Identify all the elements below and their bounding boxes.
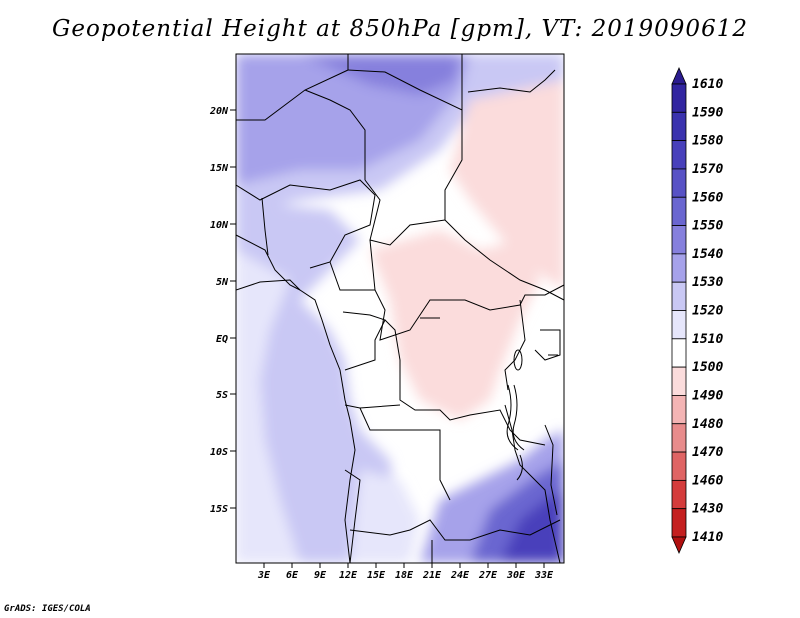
- longitude-axis: [263, 563, 545, 568]
- colorbar-bottom-arrow: [671, 536, 687, 554]
- lon-label: 30E: [506, 570, 526, 581]
- colorbar-label: 1520: [692, 304, 723, 319]
- lon-label: 12E: [339, 570, 358, 581]
- colorbar-segment: [671, 225, 687, 255]
- colorbar-label: 1430: [692, 502, 723, 517]
- colorbar-segment: [671, 479, 687, 510]
- lon-label: 33E: [534, 570, 554, 581]
- colorbar-label: 1570: [692, 162, 723, 177]
- lat-label: 5S: [216, 390, 228, 401]
- colorbar-segment: [671, 310, 687, 340]
- colorbar-label: 1510: [692, 332, 723, 347]
- colorbar-segment: [671, 281, 687, 311]
- colorbar-label: 1460: [692, 473, 723, 488]
- latitude-labels: 20N 15N 10N 5N EQ 5S 10S 15S: [209, 106, 229, 515]
- lon-label: 24E: [450, 570, 470, 581]
- lon-label: 9E: [314, 570, 327, 581]
- lat-label: 20N: [209, 106, 229, 117]
- colorbar-label: 1490: [692, 388, 723, 403]
- map-title: Geopotential Height at 850hPa [gpm], VT:…: [52, 16, 748, 42]
- latitude-axis: [230, 109, 236, 509]
- colorbar-label: 1610: [692, 77, 723, 92]
- colorbar-label: 1410: [692, 530, 723, 545]
- colorbar-label: 1590: [692, 105, 723, 120]
- lat-label: EQ: [216, 334, 228, 345]
- colorbar-label: 1530: [692, 275, 723, 290]
- colorbar: 1610 1590 1580 1570 1560 1550 1540 1530 1520 1510…: [671, 67, 723, 554]
- colorbar-segment: [671, 338, 687, 368]
- colorbar-segment: [671, 196, 687, 226]
- longitude-labels: 3E 6E 9E 12E 15E 18E 21E 24E 27E 30E 33E: [257, 570, 554, 581]
- colorbar-top-arrow: [671, 67, 687, 85]
- lat-label: 5N: [216, 277, 229, 288]
- country-borders: [236, 54, 564, 563]
- lon-label: 15E: [367, 570, 386, 581]
- colorbar-label: 1500: [692, 360, 723, 375]
- colorbar-segment: [671, 168, 687, 198]
- colorbar-segment: [671, 508, 687, 538]
- colorbar-label: 1550: [692, 219, 723, 234]
- colorbar-segment: [671, 366, 687, 396]
- lat-label: 15N: [210, 163, 229, 174]
- lon-label: 6E: [286, 570, 299, 581]
- colorbar-segment: [671, 451, 687, 481]
- colorbar-label: 1470: [692, 445, 723, 460]
- lon-label: 27E: [478, 570, 498, 581]
- height-field: [236, 54, 564, 563]
- lon-label: 3E: [257, 570, 271, 581]
- colorbar-segment: [671, 423, 687, 453]
- footer-credit: GrADS: IGES/COLA: [4, 604, 91, 614]
- colorbar-label: 1480: [692, 417, 723, 432]
- lon-label: 21E: [422, 570, 442, 581]
- map-frame: [235, 53, 565, 564]
- colorbar-label: 1580: [692, 134, 723, 149]
- lat-label: 15S: [210, 504, 228, 515]
- colorbar-segment: [671, 140, 687, 170]
- colorbar-segment: [671, 395, 687, 425]
- lon-label: 18E: [395, 570, 414, 581]
- lat-label: 10S: [210, 447, 228, 458]
- colorbar-segment: [671, 111, 687, 142]
- colorbar-label: 1560: [692, 190, 723, 205]
- colorbar-segment: [671, 83, 687, 113]
- colorbar-label: 1540: [692, 247, 723, 262]
- colorbar-segment: [671, 253, 687, 283]
- lat-label: 10N: [210, 220, 229, 231]
- lakes: [420, 317, 558, 516]
